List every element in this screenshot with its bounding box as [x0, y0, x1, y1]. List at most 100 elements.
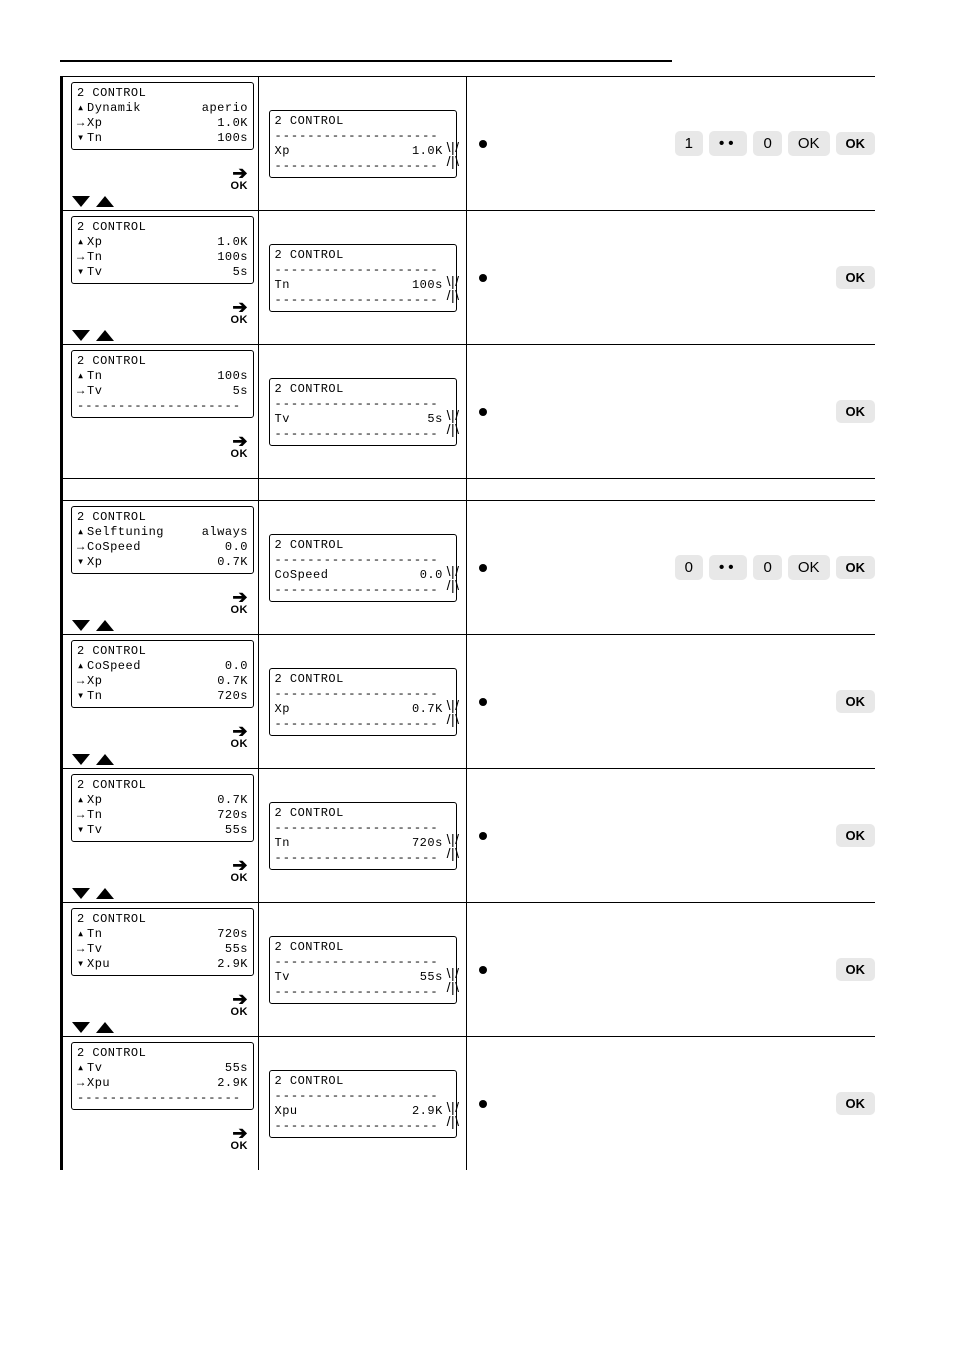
cursor-icon: → [77, 540, 87, 555]
param-value: aperio [202, 101, 248, 116]
param-row: →Tn100s [77, 250, 248, 265]
key-sequence: OK [507, 690, 875, 713]
keypad-key[interactable]: 0 [753, 555, 781, 580]
keypad-key[interactable]: OK [788, 555, 830, 580]
bullet-icon [479, 564, 487, 572]
edit-arrows-up-icon: \|/ [447, 141, 460, 153]
cursor-icon: → [77, 250, 87, 265]
ok-key[interactable]: OK [836, 266, 876, 289]
bullet-icon [479, 1100, 487, 1108]
triangle-up-icon [96, 620, 114, 631]
edit-row: Xpu2.9K [275, 1104, 451, 1119]
ok-key[interactable]: OK [836, 132, 876, 155]
separator-line: -------------------- [275, 293, 451, 308]
param-value: 55s [225, 942, 248, 957]
cursor-icon: → [77, 116, 87, 131]
cursor-icon: ▴ [77, 793, 87, 808]
separator-line: -------------------- [275, 129, 451, 144]
param-value: 2.9K [217, 1076, 248, 1091]
param-value: 720s [217, 927, 248, 942]
lcd-display: 2 CONTROL--------------------Xpu2.9K ---… [269, 1070, 457, 1138]
param-label: →Tv [77, 384, 102, 399]
keypad-row: OK [467, 1036, 875, 1170]
separator-line: -------------------- [275, 955, 451, 970]
triangle-up-icon [96, 888, 114, 899]
separator-line: -------------------- [275, 717, 451, 732]
enter-indicator: ➔OK [231, 590, 249, 616]
param-row: -------------------- [77, 1091, 248, 1106]
param-row: ▴Tv 55s [77, 1061, 248, 1076]
ok-key[interactable]: OK [836, 958, 876, 981]
triangle-down-icon [72, 196, 90, 207]
screen-title: 2 CONTROL [275, 114, 451, 129]
param-label: Tv [275, 970, 290, 985]
screen-title: 2 CONTROL [275, 940, 451, 955]
param-value: 55s [225, 823, 248, 838]
separator-line: -------------------- [275, 1119, 451, 1134]
separator-line: -------------------- [275, 159, 451, 174]
ok-label: OK [231, 604, 249, 616]
spacer [467, 478, 875, 500]
cursor-icon: → [77, 674, 87, 689]
triangle-up-icon [96, 1022, 114, 1033]
param-value: 1.0K [217, 235, 248, 250]
edit-row: Tv5s [275, 412, 451, 427]
screen-title: 2 CONTROL [77, 644, 248, 659]
edit-screen: 2 CONTROL--------------------CoSpeed0.0 … [259, 500, 466, 634]
lcd-display: 2 CONTROL--------------------Tv5s ------… [269, 378, 457, 446]
ok-key[interactable]: OK [836, 556, 876, 579]
keypad-row: OK [467, 902, 875, 1036]
param-label: ▾Tv [77, 265, 102, 280]
keypad-key[interactable]: •• [709, 555, 748, 580]
param-value: 5s [233, 265, 248, 280]
separator-line: -------------------- [275, 687, 451, 702]
key-sequence: 0••0 OK OK [507, 555, 875, 580]
cursor-icon: ▴ [77, 525, 87, 540]
param-label: ▾Tv [77, 823, 102, 838]
nav-triangles [69, 330, 117, 345]
param-label: ▴CoSpeed [77, 659, 141, 674]
screen-title: 2 CONTROL [275, 248, 451, 263]
keypad-key[interactable]: OK [788, 131, 830, 156]
edit-row: Xp0.7K [275, 702, 451, 717]
param-value: 5s [233, 384, 248, 399]
cursor-icon: ▾ [77, 265, 87, 280]
param-label: ▴Tv [77, 1061, 102, 1076]
param-value: 55s [225, 1061, 248, 1076]
param-row: →CoSpeed0.0 [77, 540, 248, 555]
arrow-right-icon: ➔ [231, 992, 249, 1006]
param-label: →Xp [77, 674, 102, 689]
separator-line: -------------------- [275, 583, 451, 598]
screen-title: 2 CONTROL [275, 672, 451, 687]
cursor-icon: ▴ [77, 101, 87, 116]
param-value: 100s [217, 250, 248, 265]
ok-key[interactable]: OK [836, 400, 876, 423]
param-row: ▾Tv 5s [77, 265, 248, 280]
edit-screen: 2 CONTROL--------------------Tn720s ----… [259, 768, 466, 902]
ok-label: OK [231, 872, 249, 884]
param-value: 720s [217, 808, 248, 823]
ok-key[interactable]: OK [836, 1092, 876, 1115]
keypad-key[interactable]: •• [709, 131, 748, 156]
arrow-right-icon: ➔ [231, 858, 249, 872]
keypad-key[interactable]: 0 [753, 131, 781, 156]
param-label: ▴Tn [77, 369, 102, 384]
keypad-row: OK [467, 210, 875, 344]
param-label: →Xpu [77, 1076, 110, 1091]
triangle-down-icon [72, 888, 90, 899]
ok-key[interactable]: OK [836, 690, 876, 713]
keypad-key[interactable]: 1 [675, 131, 703, 156]
separator-line: -------------------- [77, 1091, 241, 1106]
nav-triangles [69, 196, 117, 211]
key-sequence: OK [507, 266, 875, 289]
keypad-key[interactable]: 0 [675, 555, 703, 580]
lcd-display: 2 CONTROL--------------------Tv55s -----… [269, 936, 457, 1004]
edit-arrows-down-icon: /|\ [447, 981, 460, 993]
param-label: Xp [275, 702, 290, 717]
ok-key[interactable]: OK [836, 824, 876, 847]
ok-label: OK [231, 738, 249, 750]
key-sequence: OK [507, 958, 875, 981]
edit-arrows-up-icon: \|/ [447, 967, 460, 979]
header-rule [60, 60, 672, 62]
cursor-icon: → [77, 384, 87, 399]
